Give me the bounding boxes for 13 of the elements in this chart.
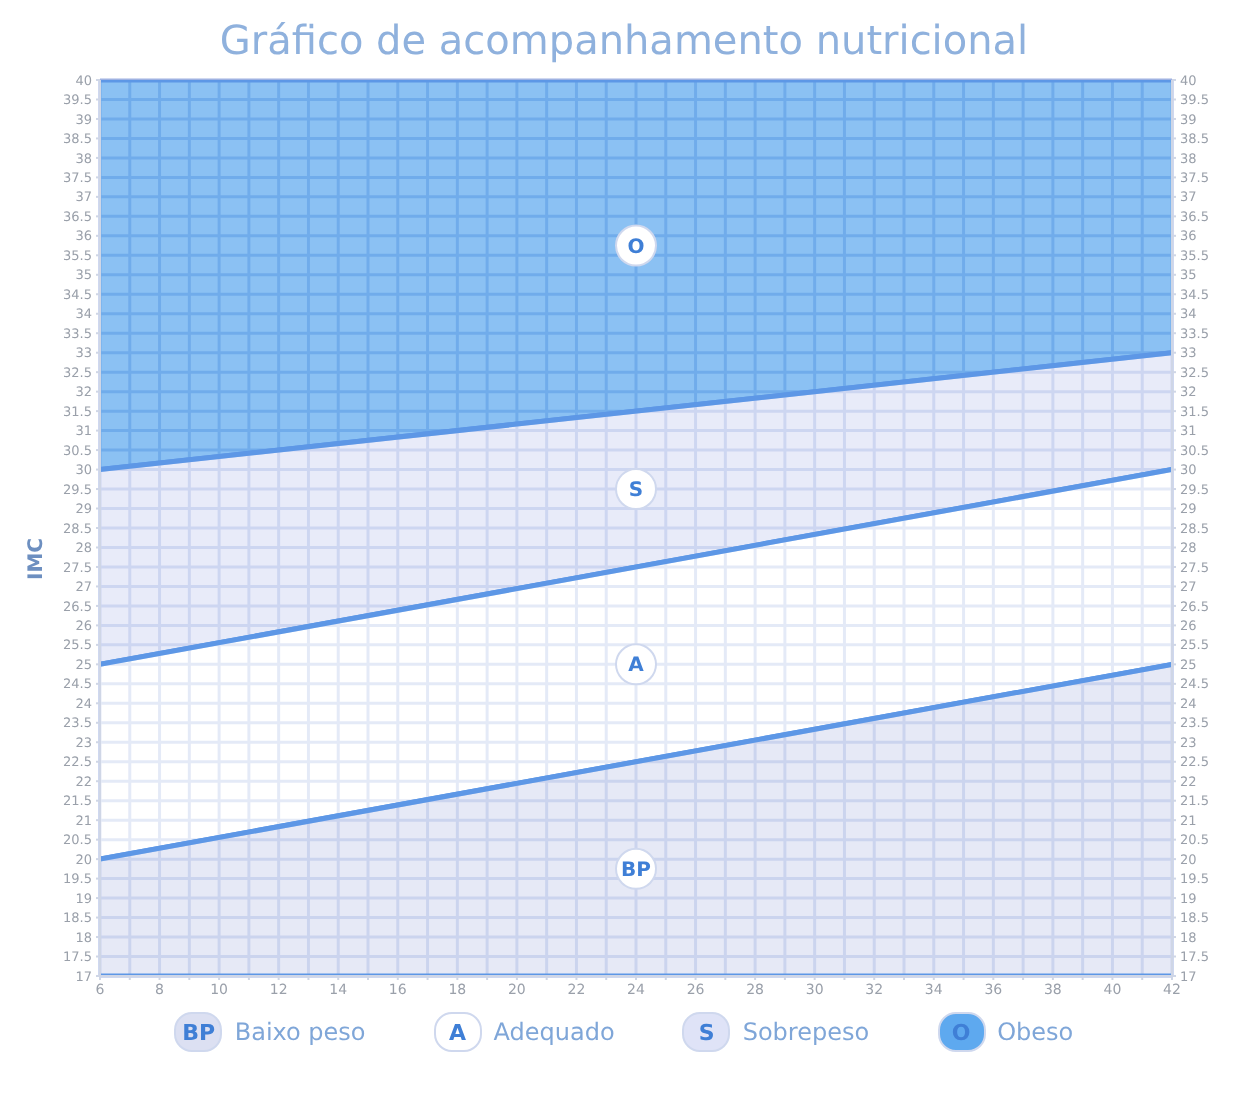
legend-label: Adequado [493, 1018, 615, 1046]
text: S [698, 1019, 715, 1045]
text: A [449, 1019, 467, 1045]
y-axis-title: IMC [26, 537, 49, 581]
chart-title: Gráfico de acompanhamento nutricional [217, 16, 1031, 64]
legend-label: Sobrepeso [742, 1018, 870, 1046]
annotation: A [628, 655, 645, 678]
text: BP [182, 1019, 216, 1045]
annotation: BP [621, 859, 651, 882]
legend-label: Obeso [997, 1018, 1074, 1046]
annotation: S [628, 480, 644, 503]
legend-label: Baixo peso [234, 1018, 366, 1046]
annotation: O [627, 236, 645, 259]
